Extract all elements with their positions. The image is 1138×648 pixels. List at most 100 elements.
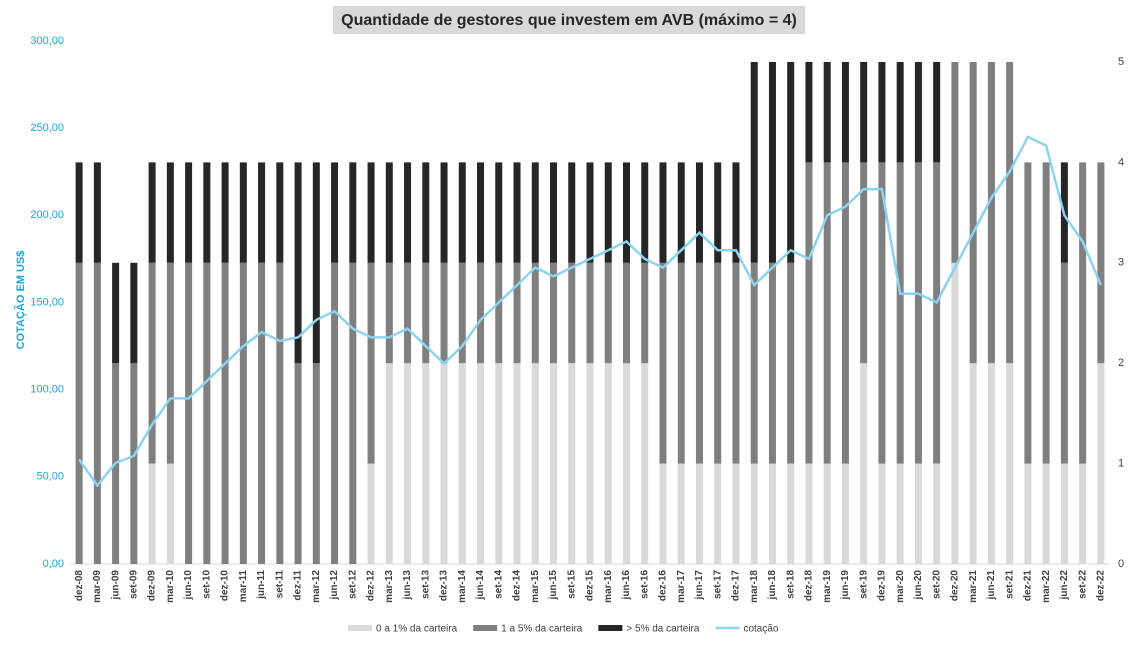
bar-segment [550,262,558,364]
x-tick-label: mar-15 [530,570,541,603]
bar-segment [768,463,776,564]
bar-segment [787,262,795,464]
y2-tick-label: 0 [1118,558,1124,570]
legend-label: 1 a 5% da carteira [501,624,583,635]
bar-segment [349,162,357,263]
bar-segment [458,162,466,263]
bar-segment [495,363,503,564]
x-tick-label: mar-18 [749,570,760,603]
legend-label: > 5% da carteira [626,624,700,635]
bar-segment [787,463,795,564]
y-tick-label: 50,00 [36,471,64,483]
bar-segment [75,262,83,564]
bar-segment [841,62,849,163]
bar-segment [659,262,667,464]
x-tick-label: jun-12 [329,570,340,601]
bar-segment [714,463,722,564]
x-tick-label: jun-20 [913,570,924,601]
x-tick-label: mar-09 [92,570,103,603]
legend-swatch [598,625,623,631]
y2-tick-label: 1 [1118,458,1124,470]
bar-segment [458,262,466,364]
legend-swatch [348,625,372,631]
x-tick-label: dez-11 [293,570,304,601]
legend-swatch [473,625,498,631]
x-tick-label: set-13 [420,570,431,599]
bar-segment [185,262,193,564]
bar-segment [969,363,977,564]
bar-segment [440,262,448,364]
bar-segment [1024,463,1032,564]
bar-segment [768,262,776,464]
x-tick-label: dez-18 [804,570,815,602]
bar-segment [331,262,339,564]
bar-segment [404,262,412,364]
bar-segment [185,162,193,263]
bar-segment [695,262,703,464]
bar-segment [404,162,412,263]
x-tick-label: dez-15 [585,570,596,602]
bar-segment [568,162,576,263]
x-tick-label: dez-19 [877,570,888,602]
bar-segment [677,162,685,263]
bar-segment [1079,162,1087,464]
y-tick-label: 0,00 [43,558,64,570]
x-tick-label: mar-11 [238,570,249,603]
x-tick-label: jun-19 [840,570,851,601]
x-tick-label: jun-21 [986,570,997,601]
y2-tick-label: 2 [1118,357,1124,369]
bar-segment [659,162,667,263]
bar-segment [878,62,886,163]
bar-segment [258,262,266,564]
bar-segment [768,62,776,263]
bar-segment [385,262,393,364]
bar-segment [823,463,831,564]
bar-segment [987,62,995,364]
bar-segment [641,262,649,364]
bar-segment [586,162,594,263]
bar-segment [93,162,101,263]
bar-segment [367,162,375,263]
bar-segment [805,463,813,564]
bar-segment [951,62,959,263]
bar-segment [568,363,576,564]
x-tick-label: dez-14 [512,570,523,602]
x-tick-label: dez-13 [439,570,450,602]
bar-segment [860,363,868,564]
bar-segment [1006,62,1014,364]
bar-segment [130,262,138,364]
bar-segment [422,363,430,564]
bar-segment [1097,363,1105,564]
bar-segment [841,162,849,464]
x-tick-label: jun-13 [402,570,413,601]
bar-segment [878,162,886,464]
x-tick-label: dez-08 [74,570,85,602]
bar-segment [513,162,521,263]
bar-segment [677,463,685,564]
bar-segment [422,162,430,263]
bar-segment [495,162,503,263]
x-tick-label: mar-22 [1041,570,1052,603]
bar-segment [148,463,156,564]
x-tick-label: mar-12 [311,570,322,603]
bar-segment [732,463,740,564]
bar-segment [933,162,941,464]
bar-segment [805,162,813,464]
bar-segment [404,363,412,564]
bar-segment [239,162,247,263]
bar-segment [276,162,284,263]
bar-segment [112,262,120,364]
x-tick-label: dez-17 [731,570,742,602]
x-tick-label: dez-21 [1023,570,1034,602]
x-tick-label: set-20 [931,570,942,599]
bar-segment [586,262,594,364]
bar-segment [166,463,174,564]
x-tick-label: set-11 [274,570,285,599]
x-tick-label: mar-10 [165,570,176,603]
x-tick-label: jun-15 [548,570,559,601]
bar-segment [550,162,558,263]
bar-segment [239,262,247,564]
bar-segment [604,363,612,564]
bar-segment [531,162,539,263]
